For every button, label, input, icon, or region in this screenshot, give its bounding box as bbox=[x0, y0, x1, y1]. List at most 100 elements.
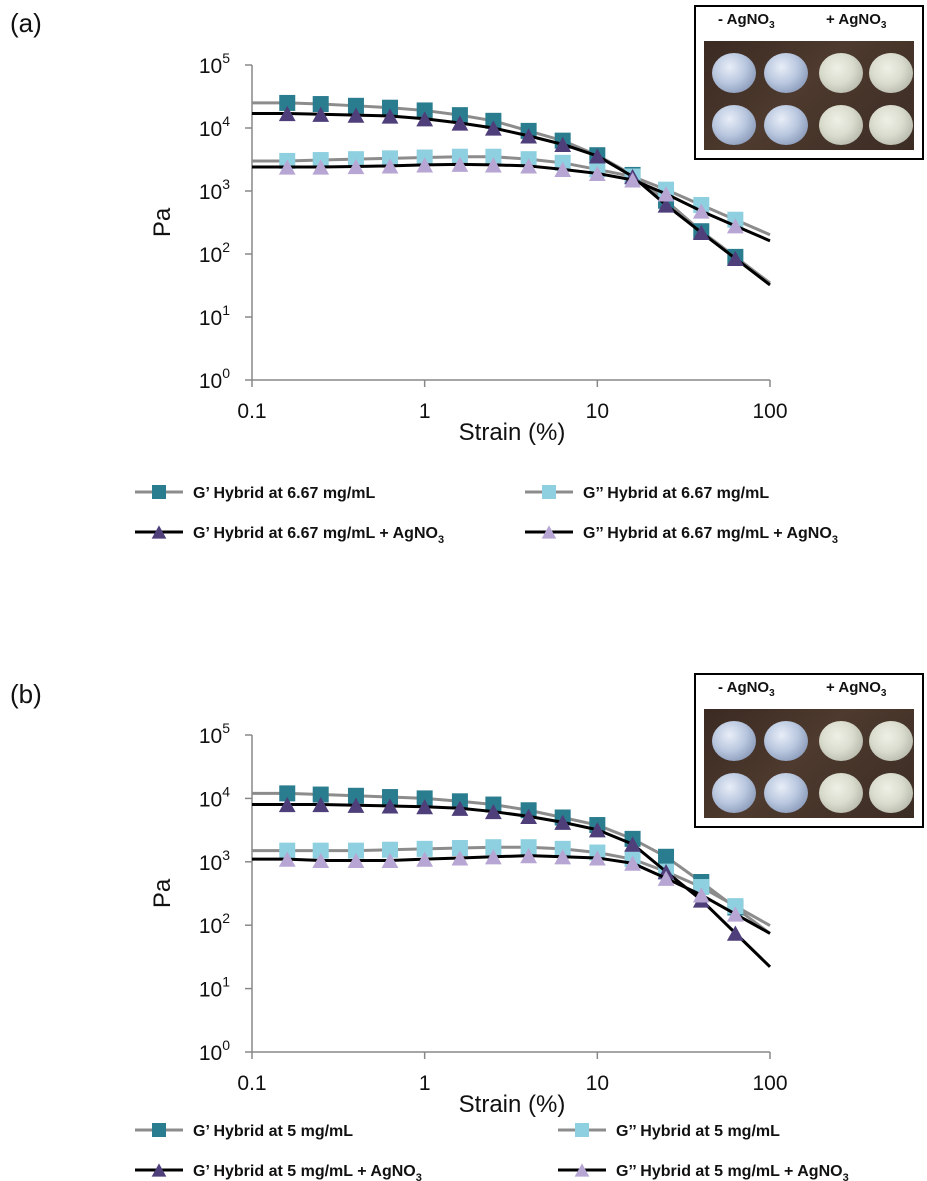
series-1 bbox=[252, 94, 771, 285]
x-tick-label: 100 bbox=[752, 1072, 787, 1095]
inset-label-minus-agno3: - AgNO3 bbox=[718, 11, 775, 31]
panel-label: (b) bbox=[10, 679, 42, 709]
inset-photo-frame: - AgNO3 + AgNO3 bbox=[694, 673, 924, 828]
data-point bbox=[657, 870, 675, 886]
data-point bbox=[312, 852, 330, 869]
y-tick-label: 101 bbox=[199, 302, 230, 330]
data-point bbox=[520, 158, 538, 174]
data-point bbox=[726, 218, 744, 234]
data-point bbox=[657, 197, 675, 213]
legend-entry: G’’ Hybrid at 5 mg/mL + AgNO3 bbox=[558, 1163, 849, 1181]
y-tick-label: 103 bbox=[199, 847, 230, 875]
inset-photo-frame: - AgNO3 + AgNO3 bbox=[694, 5, 924, 160]
data-point bbox=[588, 850, 606, 866]
gel-well bbox=[819, 773, 863, 813]
legend-marker bbox=[152, 1123, 166, 1137]
chart-a-svg: 100 101 102 103 104 105 0.1 1 10 100 Pa Strain (%) G… bbox=[135, 50, 838, 546]
data-point bbox=[588, 822, 606, 838]
legend-entry: G’ Hybrid at 6.67 mg/mL bbox=[135, 485, 376, 502]
data-point bbox=[624, 172, 641, 188]
y-tick-label: 103 bbox=[199, 176, 230, 204]
series-line bbox=[252, 155, 771, 237]
legend-marker bbox=[151, 1163, 167, 1177]
data-point bbox=[451, 148, 468, 165]
data-point bbox=[554, 849, 572, 865]
legend-marker bbox=[542, 485, 556, 499]
data-point bbox=[312, 96, 329, 113]
data-point bbox=[692, 224, 710, 241]
data-point bbox=[484, 803, 502, 820]
gel-well bbox=[819, 53, 863, 93]
data-point bbox=[381, 158, 399, 174]
gel-well bbox=[764, 105, 808, 145]
data-point bbox=[416, 851, 434, 867]
legend-marker bbox=[575, 1123, 589, 1137]
y-tick-label: 104 bbox=[199, 113, 230, 141]
legend-entry: G’’ Hybrid at 6.67 mg/mL bbox=[525, 485, 769, 502]
chart-panel-a: (a) 100 101 102 103 104 105 0.1 1 10 100 Pa Strain … bbox=[0, 0, 927, 590]
y-axis-title: Pa bbox=[149, 207, 176, 237]
data-point bbox=[451, 107, 468, 124]
data-point bbox=[347, 797, 365, 813]
gel-well bbox=[869, 105, 913, 145]
data-point bbox=[416, 790, 433, 807]
data-point bbox=[278, 796, 296, 813]
data-point bbox=[279, 94, 296, 111]
data-point bbox=[485, 148, 502, 165]
data-point bbox=[382, 789, 399, 806]
y-tick-label: 102 bbox=[199, 910, 230, 938]
data-point bbox=[416, 157, 434, 173]
data-point bbox=[726, 925, 744, 941]
data-point bbox=[312, 786, 329, 803]
gel-well bbox=[869, 721, 913, 761]
data-point bbox=[520, 839, 537, 856]
data-point bbox=[485, 839, 502, 856]
legend-entry: G’’ Hybrid at 6.67 mg/mL + AgNO3 bbox=[525, 525, 838, 546]
data-point bbox=[451, 840, 468, 857]
legend-entry: G’ Hybrid at 5 mg/mL + AgNO3 bbox=[135, 1163, 422, 1181]
x-tick-label: 100 bbox=[752, 400, 787, 423]
x-axis-title: Strain (%) bbox=[459, 419, 566, 446]
gel-well bbox=[819, 721, 863, 761]
data-point bbox=[381, 798, 399, 814]
series-line bbox=[252, 791, 771, 935]
gel-well bbox=[712, 721, 756, 761]
data-point bbox=[381, 852, 399, 869]
data-point bbox=[520, 128, 538, 144]
legend-entry: G’’ Hybrid at 5 mg/mL bbox=[558, 1123, 780, 1140]
data-point bbox=[693, 879, 710, 896]
legend-label: G’’ Hybrid at 6.67 mg/mL + AgNO3 bbox=[583, 525, 838, 546]
legend-label: G’’ Hybrid at 5 mg/mL bbox=[616, 1123, 780, 1140]
data-point bbox=[279, 842, 296, 859]
data-point bbox=[520, 808, 538, 825]
data-point bbox=[658, 848, 675, 865]
data-point bbox=[278, 105, 296, 122]
chart-panel-b: (b) 100 101 102 103 104 105 0.1 1 10 100 Pa Strain … bbox=[0, 655, 927, 1181]
legend-marker bbox=[541, 525, 557, 539]
data-point bbox=[416, 799, 434, 815]
data-point bbox=[279, 785, 296, 802]
data-point bbox=[692, 887, 710, 903]
gel-well bbox=[712, 773, 756, 813]
data-point bbox=[451, 850, 469, 866]
data-point bbox=[520, 848, 538, 864]
x-tick-label: 1 bbox=[419, 400, 431, 423]
data-point bbox=[451, 115, 469, 131]
data-point bbox=[484, 157, 502, 173]
legend-marker bbox=[152, 485, 166, 499]
legend-label: G’’ Hybrid at 5 mg/mL + AgNO3 bbox=[616, 1163, 849, 1181]
gel-well bbox=[869, 53, 913, 93]
data-point bbox=[692, 203, 710, 219]
data-point bbox=[726, 906, 744, 922]
data-point bbox=[347, 107, 365, 123]
data-point bbox=[416, 840, 433, 857]
x-tick-label: 1 bbox=[419, 1072, 431, 1095]
legend-entry: G’ Hybrid at 5 mg/mL bbox=[135, 1123, 353, 1140]
data-point bbox=[347, 787, 364, 804]
series-line bbox=[252, 111, 771, 287]
data-point bbox=[382, 99, 399, 116]
y-tick-label: 105 bbox=[199, 720, 230, 748]
y-tick-label: 100 bbox=[199, 1037, 230, 1065]
data-point bbox=[726, 250, 744, 267]
series-line bbox=[252, 162, 771, 243]
